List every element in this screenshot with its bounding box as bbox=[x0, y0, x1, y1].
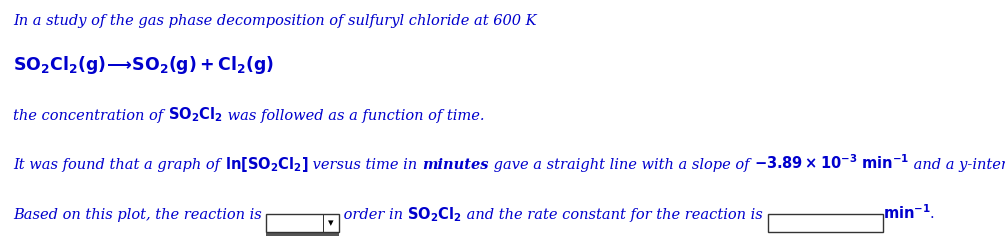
Text: $\mathbf{SO_2Cl_2}$: $\mathbf{SO_2Cl_2}$ bbox=[407, 205, 462, 224]
Text: order in: order in bbox=[339, 208, 407, 222]
FancyBboxPatch shape bbox=[266, 233, 339, 236]
Text: $\mathbf{SO_2Cl_2}$: $\mathbf{SO_2Cl_2}$ bbox=[168, 106, 222, 124]
Text: Based on this plot, the reaction is: Based on this plot, the reaction is bbox=[13, 208, 266, 222]
Text: gave a straight line with a slope of: gave a straight line with a slope of bbox=[488, 158, 754, 172]
Text: was followed as a function of time.: was followed as a function of time. bbox=[222, 109, 484, 123]
FancyBboxPatch shape bbox=[768, 214, 883, 232]
Text: ▾: ▾ bbox=[328, 218, 334, 228]
Text: $\mathbf{ln[SO_2Cl_2]}$: $\mathbf{ln[SO_2Cl_2]}$ bbox=[225, 155, 309, 174]
Text: $\mathbf{min^{-1}}$.: $\mathbf{min^{-1}}$. bbox=[883, 203, 936, 222]
Text: and a y-intercept of: and a y-intercept of bbox=[910, 158, 1005, 172]
Text: $\mathbf{-3.89 \times 10^{-3}\ min^{-1}}$: $\mathbf{-3.89 \times 10^{-3}\ min^{-1}}… bbox=[754, 154, 910, 172]
Text: It was found that a graph of: It was found that a graph of bbox=[13, 158, 225, 172]
Text: versus time in: versus time in bbox=[309, 158, 422, 172]
Text: minutes: minutes bbox=[422, 158, 488, 172]
Text: $\mathbf{SO_2Cl_2(g) \!\longrightarrow\! SO_2(g) + Cl_2(g)}$: $\mathbf{SO_2Cl_2(g) \!\longrightarrow\!… bbox=[13, 54, 274, 76]
FancyBboxPatch shape bbox=[266, 214, 339, 232]
Text: and the rate constant for the reaction is: and the rate constant for the reaction i… bbox=[462, 208, 768, 222]
Text: the concentration of: the concentration of bbox=[13, 109, 168, 123]
Text: In a study of the gas phase decomposition of sulfuryl chloride at 600 K: In a study of the gas phase decompositio… bbox=[13, 14, 537, 28]
